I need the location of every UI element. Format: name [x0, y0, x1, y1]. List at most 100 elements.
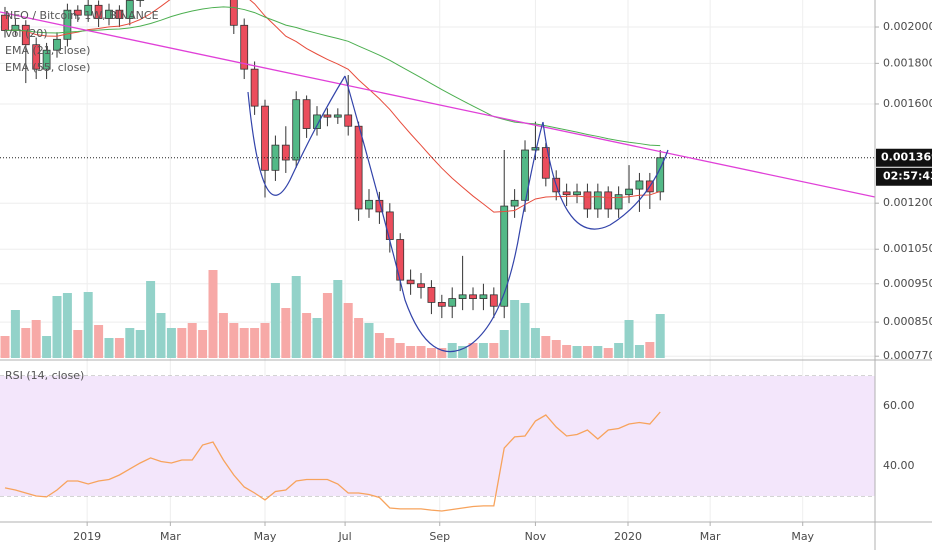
candle-body: [115, 9, 124, 19]
candle-body: [593, 191, 602, 210]
cup-curve: [542, 121, 669, 230]
candle-body: [344, 114, 353, 127]
volume-bar: [104, 338, 114, 358]
candle-body: [521, 149, 529, 201]
y-tick-label: 0.001050: [883, 242, 932, 255]
volume-bar: [645, 342, 655, 358]
volume-bar: [21, 328, 31, 358]
candle-body: [281, 144, 290, 161]
candle-body: [21, 24, 30, 46]
drawings: [0, 11, 875, 353]
volume-bar: [322, 293, 332, 358]
volume-bar: [354, 318, 364, 358]
candle-body: [531, 147, 540, 151]
volume-bar: [281, 308, 291, 358]
countdown-box: [876, 167, 932, 186]
volume-bar: [406, 346, 416, 358]
candle-body: [365, 199, 373, 210]
candle-body: [479, 294, 488, 299]
volume-bar: [166, 328, 176, 358]
volume-bar: [125, 328, 135, 358]
volume-bar: [52, 296, 62, 358]
volume-bar: [572, 346, 582, 358]
ema-line: [4, 0, 661, 213]
candle-body: [53, 38, 61, 51]
candle-body: [240, 24, 249, 70]
volume-bar: [291, 276, 301, 358]
axes: 0.002000 0.001800 0.001600 0.001200 0.001050…: [73, 20, 932, 543]
candle-body: [573, 191, 581, 196]
x-tick-label: Jul: [337, 530, 351, 543]
volume-bar: [614, 343, 624, 358]
x-tick-label: 2020: [614, 530, 642, 543]
rsi-tick-label: 40.00: [883, 459, 915, 472]
volume-bar: [156, 313, 166, 358]
volume-bar: [510, 300, 520, 358]
volume-bar: [73, 330, 83, 358]
candle-body: [94, 4, 103, 19]
volume-bar: [374, 333, 384, 358]
candle-body: [396, 239, 405, 281]
volume-bar: [0, 336, 10, 358]
y-tick-label: 0.002000: [883, 20, 932, 33]
volume-bar: [229, 323, 239, 358]
volume-bar: [416, 346, 426, 358]
x-tick-label: May: [791, 530, 814, 543]
volume-bar: [343, 303, 353, 358]
volume-bar: [10, 310, 20, 358]
volume-bar: [270, 283, 280, 358]
candle-body: [437, 302, 446, 307]
volume-bar: [385, 338, 395, 358]
legend-entry: EMA (55, close): [5, 61, 90, 74]
candle-body: [562, 191, 571, 196]
candle-body: [500, 205, 509, 307]
candle-body: [32, 44, 41, 70]
cup-curve: [344, 75, 544, 353]
y-tick-label: 0.001200: [883, 196, 932, 209]
y-tick-label: 0.000770: [883, 349, 932, 362]
last-price-box: [876, 148, 932, 167]
volume-layer: [0, 270, 665, 358]
candle-body: [625, 188, 633, 196]
candle-body: [406, 279, 415, 285]
candle-body: [635, 180, 644, 190]
volume-bar: [250, 328, 260, 358]
x-tick-label: Mar: [700, 530, 721, 543]
volume-bar: [447, 343, 457, 358]
y-tick-label: 0.001800: [883, 56, 932, 69]
volume-bar: [312, 318, 322, 358]
candle-body: [84, 4, 93, 16]
y-tick-label: 0.000850: [883, 315, 932, 328]
ema-line: [4, 6, 661, 147]
volume-bar: [364, 323, 374, 358]
volume-bar: [333, 280, 343, 358]
candle-body: [458, 294, 467, 299]
rsi-line: [4, 411, 661, 512]
symbol-title: NEO / Bitcoin, 1W, BINANCE: [5, 9, 159, 22]
candle-body: [417, 283, 425, 288]
candle-body: [385, 211, 394, 240]
volume-bar: [395, 343, 405, 358]
volume-bar: [426, 348, 436, 358]
last-price-label: 0.001369: [881, 151, 932, 164]
volume-bar: [520, 303, 530, 358]
candle-body: [42, 49, 51, 70]
rsi-band: [0, 376, 875, 496]
volume-bar: [31, 320, 41, 358]
candle-body: [63, 9, 72, 40]
x-tick-label: May: [254, 530, 277, 543]
volume-bar: [94, 325, 104, 358]
candle-body: [271, 144, 280, 171]
volume-bar: [146, 281, 156, 358]
legend-entry: EMA (21, close): [5, 44, 90, 57]
candle-body: [354, 125, 363, 210]
volume-bar: [260, 323, 270, 358]
volume-bar: [489, 343, 499, 358]
volume-bar: [582, 346, 592, 358]
candle-body: [1, 14, 9, 31]
x-tick-label: Mar: [160, 530, 181, 543]
volume-bar: [42, 336, 52, 358]
candle-body: [323, 114, 332, 118]
candle-body: [541, 147, 550, 179]
volume-bar: [530, 328, 540, 358]
